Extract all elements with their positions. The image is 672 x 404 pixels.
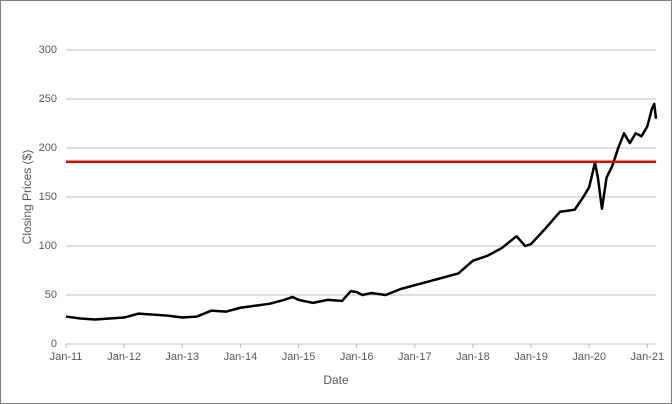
x-tick-label: Jan-14 <box>224 351 258 363</box>
x-tick-label: Jan-15 <box>282 351 316 363</box>
x-tick-label: Jan-18 <box>456 351 490 363</box>
x-tick-label: Jan-13 <box>165 351 199 363</box>
y-tick-label: 200 <box>39 142 57 154</box>
y-tick-label: 300 <box>39 44 57 56</box>
x-tick-label: Jan-11 <box>50 351 83 363</box>
price-line <box>65 102 658 321</box>
x-tick-label: Jan-16 <box>340 351 374 363</box>
y-tick-label: 100 <box>39 240 57 252</box>
x-tick-label: Jan-17 <box>398 351 432 363</box>
x-tick-label: Jan-21 <box>630 351 664 363</box>
x-axis-title: Date <box>323 373 349 387</box>
y-tick-label: 150 <box>39 191 57 203</box>
x-tick-label: Jan-12 <box>107 351 141 363</box>
y-axis-title: Closing Prices ($) <box>20 150 34 245</box>
x-tick-label: Jan-20 <box>572 351 606 363</box>
y-tick-label: 50 <box>45 289 57 301</box>
y-tick-label: 0 <box>51 338 57 350</box>
y-tick-label: 250 <box>39 93 57 105</box>
x-tick-label: Jan-19 <box>514 351 548 363</box>
